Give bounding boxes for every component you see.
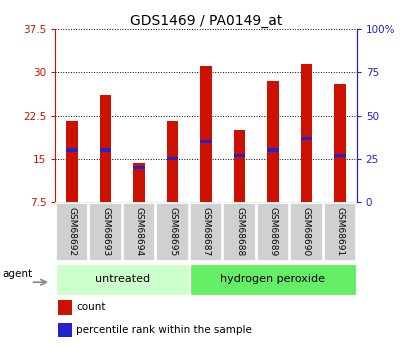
Bar (66, 121, 78, 202)
FancyBboxPatch shape (189, 264, 355, 295)
Bar (99, 148, 111, 152)
Bar (166, 121, 178, 202)
Title: GDS1469 / PA0149_at: GDS1469 / PA0149_at (130, 14, 281, 28)
Bar (133, 163, 144, 202)
FancyBboxPatch shape (222, 203, 255, 261)
Bar (333, 154, 345, 157)
Text: GSM68687: GSM68687 (201, 207, 210, 257)
Bar (300, 137, 312, 140)
Text: GSM68688: GSM68688 (234, 207, 243, 257)
Bar (58, 323, 72, 337)
Bar (58, 300, 72, 315)
Text: GSM68691: GSM68691 (335, 207, 344, 257)
Text: agent: agent (3, 269, 33, 279)
FancyBboxPatch shape (89, 203, 121, 261)
FancyBboxPatch shape (256, 203, 288, 261)
FancyBboxPatch shape (122, 203, 155, 261)
Bar (133, 166, 144, 169)
Bar (66, 148, 78, 152)
Text: percentile rank within the sample: percentile rank within the sample (76, 325, 252, 335)
Bar (267, 148, 278, 152)
Bar (233, 154, 245, 157)
Text: GSM68695: GSM68695 (168, 207, 177, 257)
Text: GSM68693: GSM68693 (101, 207, 110, 257)
Bar (233, 130, 245, 202)
FancyBboxPatch shape (189, 203, 222, 261)
Text: GSM68689: GSM68689 (268, 207, 277, 257)
Bar (267, 81, 278, 202)
Text: GSM68694: GSM68694 (134, 207, 143, 257)
Bar (200, 66, 211, 202)
Text: GSM68690: GSM68690 (301, 207, 310, 257)
Text: untreated: untreated (94, 275, 150, 284)
Bar (333, 84, 345, 202)
FancyBboxPatch shape (56, 203, 88, 261)
Bar (166, 157, 178, 160)
Bar (200, 140, 211, 143)
Bar (99, 96, 111, 202)
Text: count: count (76, 303, 106, 313)
FancyBboxPatch shape (323, 203, 355, 261)
Text: GSM68692: GSM68692 (67, 207, 76, 257)
FancyBboxPatch shape (156, 203, 188, 261)
Text: hydrogen peroxide: hydrogen peroxide (220, 275, 325, 284)
Bar (300, 64, 312, 202)
FancyBboxPatch shape (289, 203, 322, 261)
FancyBboxPatch shape (56, 264, 189, 295)
